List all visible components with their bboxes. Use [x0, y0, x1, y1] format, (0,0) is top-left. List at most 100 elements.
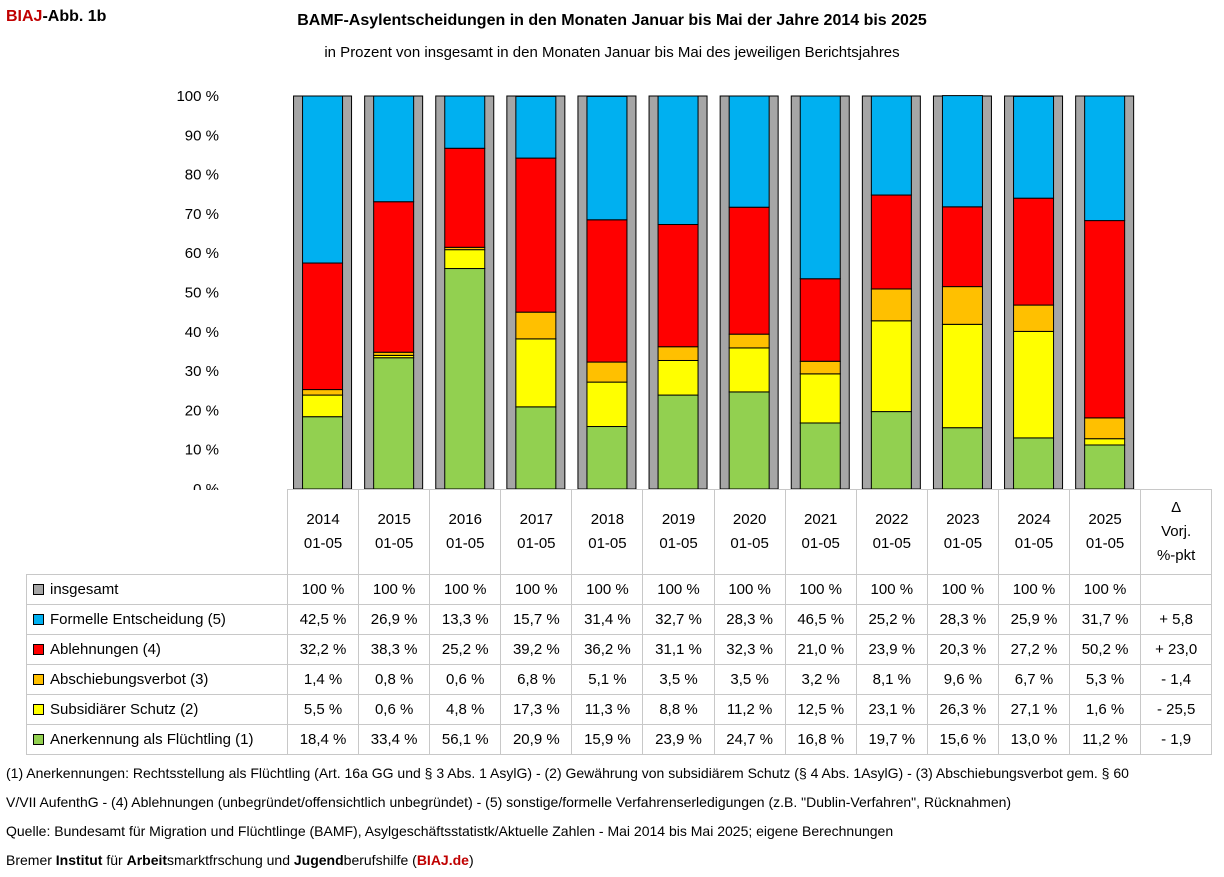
value-cell: 8,8 % — [642, 694, 715, 725]
value-cell: 26,3 % — [926, 694, 999, 725]
bar-segment-2014 — [302, 394, 344, 418]
delta-cell: + 5,8 — [1140, 604, 1213, 635]
delta-cell: + 23,0 — [1140, 634, 1213, 665]
period-label: 01-05 — [659, 535, 698, 552]
legend-name: Formelle Entscheidung (5) — [50, 611, 226, 628]
publisher-text-part: smarktfrschung und — [167, 852, 294, 868]
value-cell: 33,4 % — [358, 724, 431, 755]
delta-cell: - 25,5 — [1140, 694, 1213, 725]
bar-segment-2014 — [302, 416, 344, 490]
value-cell: 13,3 % — [429, 604, 502, 635]
value-cell: 32,2 % — [286, 634, 360, 665]
value-cell: 6,8 % — [500, 664, 573, 695]
period-label: 01-05 — [1085, 535, 1125, 552]
delta-header-line: %-pkt — [1156, 547, 1196, 564]
bar-segment-2015 — [373, 201, 415, 353]
bar-segment-2022 — [870, 320, 912, 413]
footnote-line-1: (1) Anerkennungen: Rechtsstellung als Fl… — [6, 765, 1129, 781]
year-label: 2025 — [1088, 511, 1122, 528]
value-cell: 50,2 % — [1069, 634, 1142, 665]
footnote-line-2: V/VII AufenthG - (4) Ablehnungen (unbegr… — [6, 794, 1012, 810]
value-cell: 32,7 % — [642, 604, 715, 635]
value-cell: 100 % — [358, 574, 431, 605]
bar-segment-2021 — [799, 278, 841, 362]
year-header-2015: 2015 01-05 — [358, 489, 431, 575]
year-label: 2016 — [448, 511, 482, 528]
value-cell: 100 % — [997, 574, 1071, 605]
value-cell: 23,9 % — [642, 724, 715, 755]
legend-name: insgesamt — [50, 581, 119, 598]
year-header-2014: 2014 01-05 — [286, 489, 360, 575]
bar-segment-2022 — [870, 288, 912, 322]
table-header-row: 2014 01-05 2015 01-05 2016 01-05 2017 01-05 2018… — [26, 489, 1213, 575]
bar-segment-2020 — [728, 333, 770, 349]
legend-swatch — [33, 644, 44, 655]
y-tick-label: 0 % — [193, 481, 219, 490]
value-cell: 11,2 % — [1069, 724, 1142, 755]
bar-segment-2014 — [302, 95, 344, 264]
period-label: 01-05 — [303, 535, 343, 552]
figure-tag-brand: BIAJ — [6, 8, 43, 25]
legend-swatch — [33, 584, 44, 595]
period-label: 01-05 — [730, 535, 769, 552]
value-cell: 27,1 % — [997, 694, 1071, 725]
value-cell: 0,6 % — [429, 664, 502, 695]
y-tick-label: 10 % — [185, 442, 219, 459]
year-label: 2022 — [875, 511, 909, 528]
value-cell: 15,9 % — [571, 724, 644, 755]
legend-name: Ablehnungen (4) — [50, 641, 161, 658]
value-cell: 1,4 % — [286, 664, 360, 695]
value-cell: 9,6 % — [926, 664, 999, 695]
value-cell: 11,3 % — [571, 694, 644, 725]
table-row: insgesamt 100 % 100 % 100 % 100 % 100 % 100 % 1… — [26, 574, 1213, 605]
bar-segment-2020 — [728, 206, 770, 335]
value-cell: 100 % — [286, 574, 360, 605]
bar-segment-2017 — [515, 338, 557, 408]
value-cell: 100 % — [1069, 574, 1142, 605]
bar-segment-2017 — [515, 157, 557, 313]
bar-segment-2020 — [728, 95, 770, 208]
y-tick-label: 100 % — [176, 88, 219, 105]
legend-swatch — [33, 674, 44, 685]
value-cell: 20,3 % — [926, 634, 999, 665]
delta-header-line: Δ — [1171, 499, 1182, 516]
value-cell: 100 % — [855, 574, 928, 605]
publisher-text-part: Arbeit — [126, 852, 168, 868]
period-label: 01-05 — [446, 535, 485, 552]
value-cell: 100 % — [642, 574, 715, 605]
publisher-text-part: ) — [468, 852, 474, 868]
bar-segment-2016 — [444, 249, 486, 270]
value-cell: 100 % — [713, 574, 786, 605]
bar-segment-2016 — [444, 95, 486, 149]
value-cell: 20,9 % — [500, 724, 573, 755]
bar-segment-2025 — [1084, 417, 1126, 440]
bar-segment-2017 — [515, 406, 557, 490]
bar-segment-2019 — [657, 346, 699, 361]
value-cell: 4,8 % — [429, 694, 502, 725]
publisher-text-part: BIAJ.de — [416, 852, 469, 868]
bar-segment-2025 — [1084, 444, 1126, 490]
y-tick-label: 80 % — [185, 167, 219, 184]
bar-segment-2024 — [1013, 197, 1055, 306]
bar-segment-2015 — [373, 357, 415, 490]
value-cell: 12,5 % — [784, 694, 857, 725]
legend-name: Anerkennung als Flüchtling (1) — [50, 731, 254, 748]
value-cell: 1,6 % — [1069, 694, 1142, 725]
publisher-text-part: Jugend — [293, 852, 344, 868]
year-label: 2018 — [590, 511, 625, 528]
value-cell: 28,3 % — [926, 604, 999, 635]
delta-header: Δ Vorj. %-pkt — [1140, 489, 1213, 575]
bar-segment-2014 — [302, 262, 344, 391]
table-row: Ablehnungen (4) 32,2 % 38,3 % 25,2 % 39,2 % 3… — [26, 634, 1213, 665]
value-cell: 18,4 % — [286, 724, 360, 755]
year-header-2023: 2023 01-05 — [926, 489, 999, 575]
bar-segment-2014 — [302, 389, 344, 396]
bar-segment-2025 — [1084, 95, 1126, 222]
value-cell: 13,0 % — [997, 724, 1071, 755]
bar-segment-2023 — [941, 427, 983, 490]
y-tick-label: 50 % — [185, 285, 219, 302]
legend-label: Abschiebungsverbot (3) — [26, 664, 288, 695]
value-cell: 16,8 % — [784, 724, 857, 755]
year-header-2024: 2024 01-05 — [997, 489, 1071, 575]
year-label: 2017 — [519, 511, 554, 528]
